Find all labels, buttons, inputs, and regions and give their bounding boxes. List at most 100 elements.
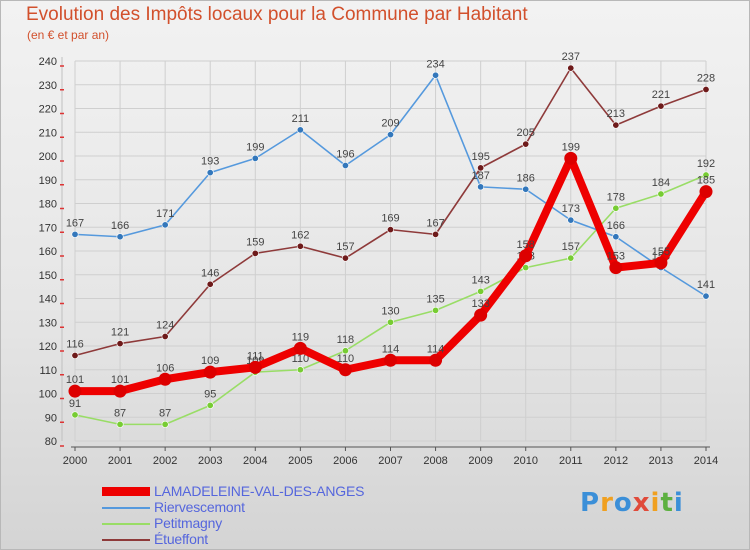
data-label-lamadeleine-val-des-anges: 153 bbox=[607, 251, 625, 263]
x-tick-label: 2007 bbox=[378, 455, 402, 467]
data-label-tueffont: 195 bbox=[471, 151, 489, 163]
data-label-petitmagny: 143 bbox=[471, 274, 489, 286]
data-point-tueffont bbox=[71, 351, 79, 359]
data-label-tueffont: 228 bbox=[697, 73, 715, 85]
y-tick-label: 240 bbox=[39, 56, 57, 68]
data-point-lamadeleine-val-des-anges bbox=[654, 256, 668, 270]
data-label-petitmagny: 110 bbox=[292, 353, 310, 365]
proxiti-logo: Proxiti bbox=[580, 488, 684, 518]
data-label-petitmagny: 178 bbox=[607, 191, 625, 203]
data-point-riervescemont bbox=[206, 169, 214, 177]
data-point-riervescemont bbox=[386, 131, 394, 139]
y-tick-label: 200 bbox=[39, 151, 57, 163]
data-point-petitmagny bbox=[657, 190, 665, 198]
data-point-petitmagny bbox=[567, 254, 575, 262]
data-label-tueffont: 116 bbox=[66, 339, 84, 351]
x-tick-label: 2005 bbox=[288, 455, 312, 467]
data-label-lamadeleine-val-des-anges: 101 bbox=[66, 374, 84, 386]
data-point-tueffont bbox=[341, 254, 349, 262]
data-point-riervescemont bbox=[251, 154, 259, 162]
data-point-lamadeleine-val-des-anges bbox=[474, 308, 488, 322]
y-tick-label: 80 bbox=[45, 436, 57, 448]
x-tick-label: 2003 bbox=[198, 455, 222, 467]
data-point-riervescemont bbox=[522, 185, 530, 193]
data-label-lamadeleine-val-des-anges: 158 bbox=[517, 239, 535, 251]
y-tick-label: 150 bbox=[39, 270, 57, 282]
data-point-tueffont bbox=[477, 164, 485, 172]
data-label-tueffont: 124 bbox=[156, 320, 174, 332]
data-label-riervescemont: 211 bbox=[292, 113, 310, 125]
data-point-tueffont bbox=[522, 140, 530, 148]
data-label-lamadeleine-val-des-anges: 199 bbox=[562, 141, 580, 153]
legend-swatch-riervescemont bbox=[102, 507, 150, 509]
data-label-lamadeleine-val-des-anges: 155 bbox=[652, 246, 670, 258]
x-tick-label: 2004 bbox=[243, 455, 267, 467]
y-tick-label: 130 bbox=[39, 317, 57, 329]
data-point-lamadeleine-val-des-anges bbox=[68, 384, 82, 398]
data-label-tueffont: 169 bbox=[381, 213, 399, 225]
data-label-lamadeleine-val-des-anges: 133 bbox=[471, 298, 489, 310]
data-label-petitmagny: 118 bbox=[337, 334, 355, 346]
data-point-petitmagny bbox=[341, 347, 349, 355]
data-label-tueffont: 237 bbox=[562, 51, 580, 63]
data-point-petitmagny bbox=[116, 420, 124, 428]
data-label-riervescemont: 166 bbox=[607, 220, 625, 232]
x-tick-label: 2006 bbox=[333, 455, 357, 467]
data-point-petitmagny bbox=[702, 171, 710, 179]
x-tick-label: 2014 bbox=[694, 455, 718, 467]
logo-letter: x bbox=[632, 488, 651, 518]
data-point-lamadeleine-val-des-anges bbox=[158, 372, 172, 386]
y-tick-label: 100 bbox=[39, 389, 57, 401]
data-label-riervescemont: 234 bbox=[426, 58, 444, 70]
y-tick-label: 230 bbox=[39, 80, 57, 92]
y-tick-label: 110 bbox=[39, 365, 57, 377]
data-point-lamadeleine-val-des-anges bbox=[699, 185, 713, 199]
data-label-riervescemont: 196 bbox=[336, 149, 354, 161]
data-label-riervescemont: 171 bbox=[156, 208, 174, 220]
data-label-tueffont: 159 bbox=[246, 236, 264, 248]
x-tick-label: 2011 bbox=[559, 455, 583, 467]
x-tick-label: 2010 bbox=[513, 455, 537, 467]
data-point-petitmagny bbox=[432, 306, 440, 314]
y-tick-label: 210 bbox=[39, 127, 57, 139]
data-point-tueffont bbox=[567, 64, 575, 72]
data-point-tueffont bbox=[657, 102, 665, 110]
data-point-petitmagny bbox=[71, 411, 79, 419]
data-point-petitmagny bbox=[161, 420, 169, 428]
data-label-riervescemont: 186 bbox=[517, 172, 535, 184]
data-label-tueffont: 167 bbox=[426, 217, 444, 229]
data-point-petitmagny bbox=[206, 401, 214, 409]
data-point-lamadeleine-val-des-anges bbox=[338, 363, 352, 377]
data-label-tueffont: 205 bbox=[517, 127, 535, 139]
data-label-tueffont: 157 bbox=[336, 241, 354, 253]
chart-title: Evolution des Impôts locaux pour la Comm… bbox=[26, 4, 528, 25]
data-point-riervescemont bbox=[702, 292, 710, 300]
data-point-petitmagny bbox=[612, 204, 620, 212]
data-point-riervescemont bbox=[567, 216, 575, 224]
data-label-petitmagny: 184 bbox=[652, 177, 670, 189]
data-point-tueffont bbox=[116, 340, 124, 348]
data-point-riervescemont bbox=[296, 126, 304, 134]
data-label-petitmagny: 192 bbox=[697, 158, 715, 170]
legend-swatch-petitmagny bbox=[102, 523, 150, 525]
data-point-petitmagny bbox=[386, 318, 394, 326]
data-point-tueffont bbox=[251, 249, 259, 257]
data-label-riervescemont: 167 bbox=[66, 217, 84, 229]
x-tick-label: 2002 bbox=[153, 455, 177, 467]
data-point-tueffont bbox=[296, 242, 304, 250]
data-point-riervescemont bbox=[161, 221, 169, 229]
legend-swatch-lamadeleine bbox=[102, 487, 150, 496]
y-tick-label: 220 bbox=[39, 104, 57, 116]
logo-letter: P bbox=[580, 488, 601, 518]
data-label-tueffont: 213 bbox=[607, 108, 625, 120]
x-tick-label: 2000 bbox=[63, 455, 87, 467]
data-label-lamadeleine-val-des-anges: 119 bbox=[292, 331, 310, 343]
data-point-riervescemont bbox=[477, 183, 485, 191]
data-label-tueffont: 162 bbox=[291, 229, 309, 241]
data-label-lamadeleine-val-des-anges: 111 bbox=[247, 350, 264, 362]
y-tick-label: 140 bbox=[39, 294, 57, 306]
data-label-petitmagny: 157 bbox=[562, 241, 580, 253]
data-point-riervescemont bbox=[71, 230, 79, 238]
y-tick-label: 120 bbox=[39, 341, 57, 353]
data-label-lamadeleine-val-des-anges: 114 bbox=[427, 343, 445, 355]
